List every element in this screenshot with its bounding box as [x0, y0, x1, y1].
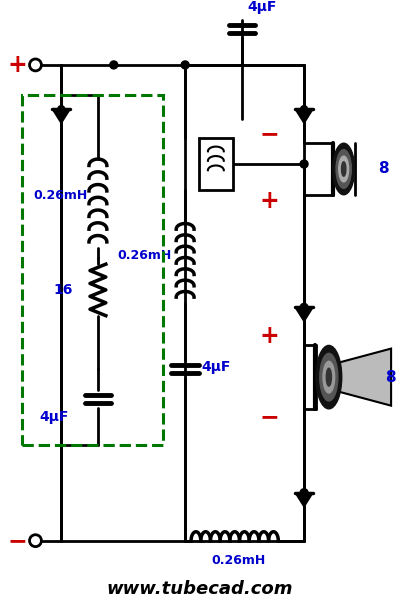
- Circle shape: [110, 61, 118, 69]
- Circle shape: [58, 106, 65, 113]
- Polygon shape: [295, 109, 313, 124]
- Circle shape: [300, 160, 308, 168]
- Ellipse shape: [316, 346, 342, 409]
- Ellipse shape: [336, 149, 351, 188]
- Ellipse shape: [339, 156, 349, 182]
- Text: +: +: [260, 189, 279, 213]
- Ellipse shape: [342, 162, 346, 177]
- Ellipse shape: [333, 143, 355, 195]
- Text: 8: 8: [378, 162, 389, 177]
- Polygon shape: [295, 308, 313, 322]
- Ellipse shape: [320, 354, 338, 401]
- Text: www.tubecad.com: www.tubecad.com: [107, 580, 293, 598]
- Circle shape: [300, 489, 308, 497]
- Text: 4μF: 4μF: [248, 1, 277, 14]
- Text: +: +: [260, 323, 279, 347]
- Text: 0.26mH: 0.26mH: [118, 248, 172, 262]
- Text: 8: 8: [385, 370, 396, 384]
- Text: 0.26mH: 0.26mH: [34, 189, 88, 202]
- Text: −: −: [260, 122, 279, 146]
- Text: 0.26mH: 0.26mH: [212, 554, 266, 567]
- Polygon shape: [52, 109, 70, 124]
- Text: 4μF: 4μF: [40, 410, 69, 424]
- Polygon shape: [295, 493, 313, 507]
- Circle shape: [300, 303, 308, 311]
- Circle shape: [181, 61, 189, 69]
- Ellipse shape: [326, 368, 332, 386]
- Text: −: −: [8, 529, 28, 553]
- Ellipse shape: [323, 361, 335, 393]
- Text: +: +: [8, 53, 28, 77]
- Text: −: −: [260, 405, 279, 429]
- Text: 16: 16: [53, 283, 73, 297]
- Text: 4μF: 4μF: [201, 360, 230, 374]
- Polygon shape: [336, 349, 391, 406]
- Circle shape: [300, 106, 308, 113]
- Bar: [199, 138, 233, 190]
